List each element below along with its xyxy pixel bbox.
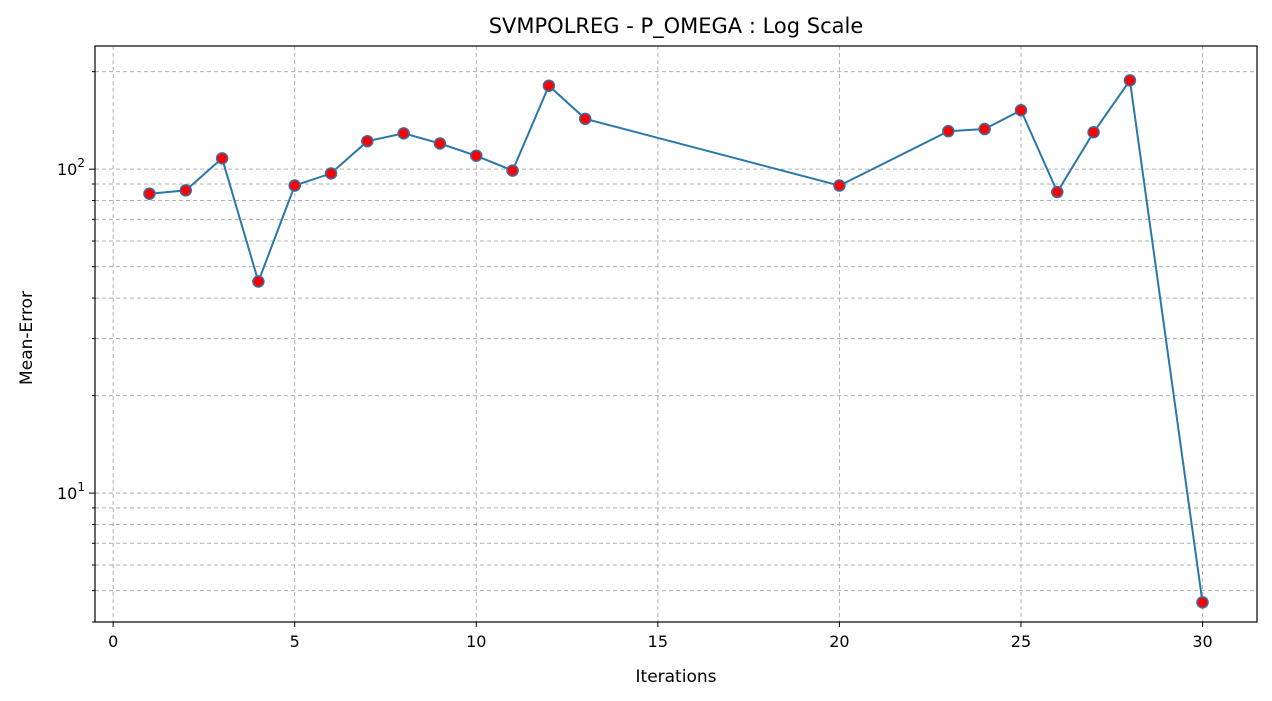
data-point bbox=[252, 275, 265, 288]
x-tick-label: 25 bbox=[1011, 632, 1031, 651]
chart-title: SVMPOLREG - P_OMEGA : Log Scale bbox=[489, 14, 864, 39]
data-point bbox=[1014, 104, 1028, 117]
data-point bbox=[288, 179, 301, 192]
data-point bbox=[179, 184, 193, 197]
data-point bbox=[833, 179, 846, 192]
data-point bbox=[1087, 126, 1100, 139]
axis-ticks: 0 5 10 15 20 25 30 101 102 bbox=[57, 71, 1213, 651]
series bbox=[143, 74, 1209, 609]
data-point bbox=[361, 134, 374, 148]
y-axis-label: Mean-Error bbox=[17, 291, 37, 385]
data-point bbox=[1196, 596, 1209, 609]
data-point bbox=[1123, 74, 1137, 87]
plot-frame bbox=[94, 45, 1258, 623]
x-tick-label: 20 bbox=[829, 632, 849, 651]
data-point bbox=[542, 79, 556, 92]
data-point bbox=[1051, 185, 1064, 199]
data-point bbox=[324, 167, 338, 180]
x-tick-label: 0 bbox=[108, 632, 118, 651]
x-tick-label: 15 bbox=[648, 632, 668, 651]
data-point bbox=[470, 149, 483, 163]
data-point bbox=[506, 164, 519, 177]
data-point bbox=[942, 124, 955, 138]
data-point bbox=[215, 152, 229, 165]
y-tick-label: 102 bbox=[57, 156, 85, 179]
data-point bbox=[397, 127, 410, 140]
x-tick-label: 10 bbox=[466, 632, 486, 651]
data-point bbox=[433, 137, 447, 150]
grid bbox=[95, 46, 1257, 623]
x-axis-label: Iterations bbox=[636, 667, 717, 687]
x-tick-label: 30 bbox=[1192, 632, 1212, 651]
data-point bbox=[578, 112, 592, 126]
y-tick-label: 101 bbox=[57, 480, 85, 503]
data-point bbox=[143, 187, 156, 200]
x-tick-label: 5 bbox=[290, 632, 300, 651]
data-point bbox=[978, 122, 991, 136]
